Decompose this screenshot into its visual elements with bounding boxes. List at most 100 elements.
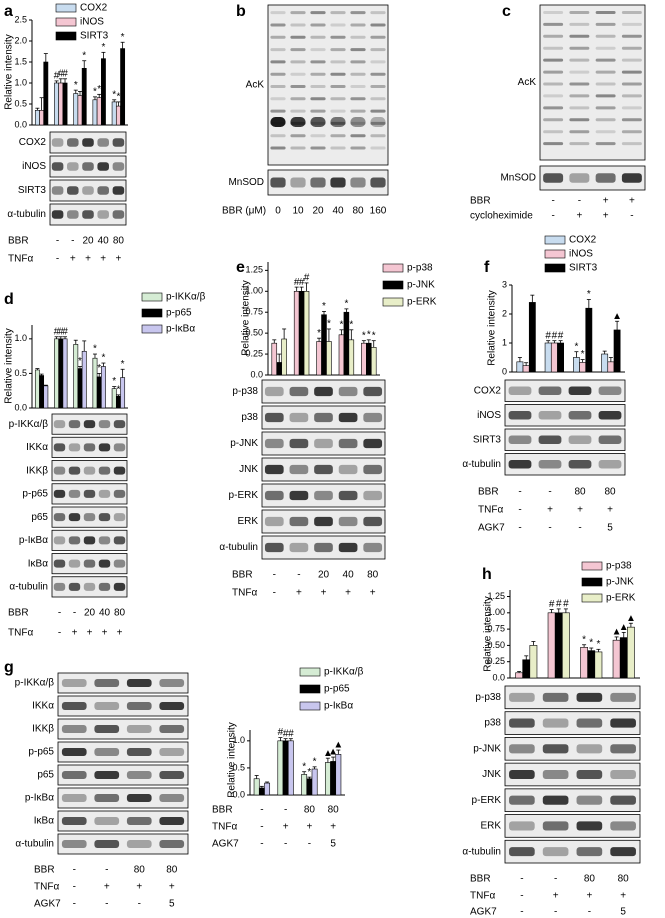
condition-value: 80 <box>574 487 586 498</box>
blot-band <box>97 186 109 195</box>
blot-band <box>538 386 562 396</box>
legend-label: p-IκBα <box>166 324 195 335</box>
bar <box>58 338 64 409</box>
blot-band <box>568 386 592 396</box>
blot-band <box>370 23 386 27</box>
significance-mark: * <box>589 638 593 649</box>
y-tick-label: 1.25 <box>487 591 505 601</box>
blot-band <box>568 435 592 445</box>
blot-band <box>290 35 306 39</box>
blot-band <box>94 679 120 687</box>
blot-row-label: MnSOD <box>500 173 536 184</box>
significance-mark: # <box>299 277 305 288</box>
blot-background <box>504 814 641 838</box>
significance-mark: * <box>74 80 78 91</box>
bar <box>282 740 289 796</box>
blot-band <box>330 117 346 127</box>
panel-label: e <box>236 259 245 276</box>
blot-band <box>576 847 603 857</box>
legend-swatch <box>299 684 321 694</box>
blot-band <box>621 22 642 26</box>
blot-background <box>504 404 626 427</box>
blot-row-label: p-p65 <box>22 489 48 500</box>
blot-band <box>53 443 66 452</box>
y-tick-label: 0.0 <box>250 369 263 379</box>
blot-band <box>330 72 346 76</box>
bar <box>77 368 83 409</box>
blot-band <box>67 162 79 171</box>
condition-name: TNFα <box>34 882 59 893</box>
blot-row-label: p-IKKα/β <box>9 419 49 430</box>
significance-mark: ▲ <box>619 622 629 633</box>
blot-band <box>595 130 616 134</box>
condition-value: 40 <box>98 236 110 247</box>
blot-band <box>543 173 564 183</box>
significance-mark: * <box>372 330 376 341</box>
condition-value: 20 <box>82 236 94 247</box>
blot-band <box>576 795 603 805</box>
condition-value: - <box>554 907 557 918</box>
condition-value: + <box>577 505 583 516</box>
blot-band <box>83 536 96 545</box>
blot-band <box>94 702 120 710</box>
condition-value: + <box>169 882 175 893</box>
blot-row-label: IKKα <box>32 701 54 712</box>
blot-band <box>543 46 564 50</box>
legend-label: p-ERK <box>606 593 636 604</box>
condition-value: - <box>260 805 263 816</box>
blot-band <box>621 58 642 62</box>
blot-band <box>330 134 346 138</box>
blot-band <box>621 94 642 98</box>
condition-value: - <box>105 899 108 910</box>
condition-value: - <box>630 211 633 222</box>
blot-band <box>370 35 386 39</box>
bar <box>111 101 117 126</box>
blot-band <box>595 94 616 98</box>
blot-band <box>543 142 564 146</box>
condition-value: + <box>603 211 609 222</box>
significance-mark: * <box>317 328 321 339</box>
blot-band <box>338 516 358 527</box>
significance-mark: * <box>121 359 125 370</box>
condition-value: - <box>518 505 521 516</box>
blot-band <box>621 70 642 74</box>
significance-mark: * <box>340 319 344 330</box>
condition-value: + <box>70 254 76 265</box>
blot-band <box>363 438 383 449</box>
blot-band <box>310 60 326 64</box>
blot-band <box>113 536 126 545</box>
blot-band <box>290 48 306 52</box>
blot-band <box>67 186 79 195</box>
y-tick-label: 0.25 <box>245 348 263 358</box>
blot-band <box>542 744 569 754</box>
blot-band <box>621 118 642 122</box>
blot-row-label: α-tubulin <box>462 459 501 470</box>
bar <box>293 290 300 376</box>
condition-value: 80 <box>367 570 379 581</box>
significance-mark: # <box>283 728 289 739</box>
blot-band <box>598 435 622 445</box>
blot-band <box>290 72 306 76</box>
y-axis-label: Relative intensity <box>241 280 252 356</box>
condition-value: - <box>56 236 59 247</box>
blot-band <box>314 438 333 449</box>
blot-band <box>543 22 564 26</box>
legend-label: iNOS <box>80 17 104 28</box>
significance-mark: * <box>322 301 326 312</box>
blot-band <box>595 82 616 86</box>
blot-row-label: SIRT3 <box>18 185 47 196</box>
blot-band <box>310 146 326 150</box>
bar <box>120 377 126 409</box>
significance-mark: # <box>545 330 551 341</box>
blot-band <box>314 412 333 423</box>
blot-band <box>568 459 592 469</box>
condition-value: - <box>308 839 311 850</box>
blot-band <box>61 748 87 756</box>
blot-band <box>68 443 81 452</box>
legend-swatch <box>382 297 404 307</box>
blot-band <box>290 134 306 138</box>
blot-row-label: p-p65 <box>28 747 54 758</box>
blot-row-label: p-ERK <box>472 795 502 806</box>
blot-band <box>53 420 66 429</box>
blot-band <box>370 109 386 113</box>
